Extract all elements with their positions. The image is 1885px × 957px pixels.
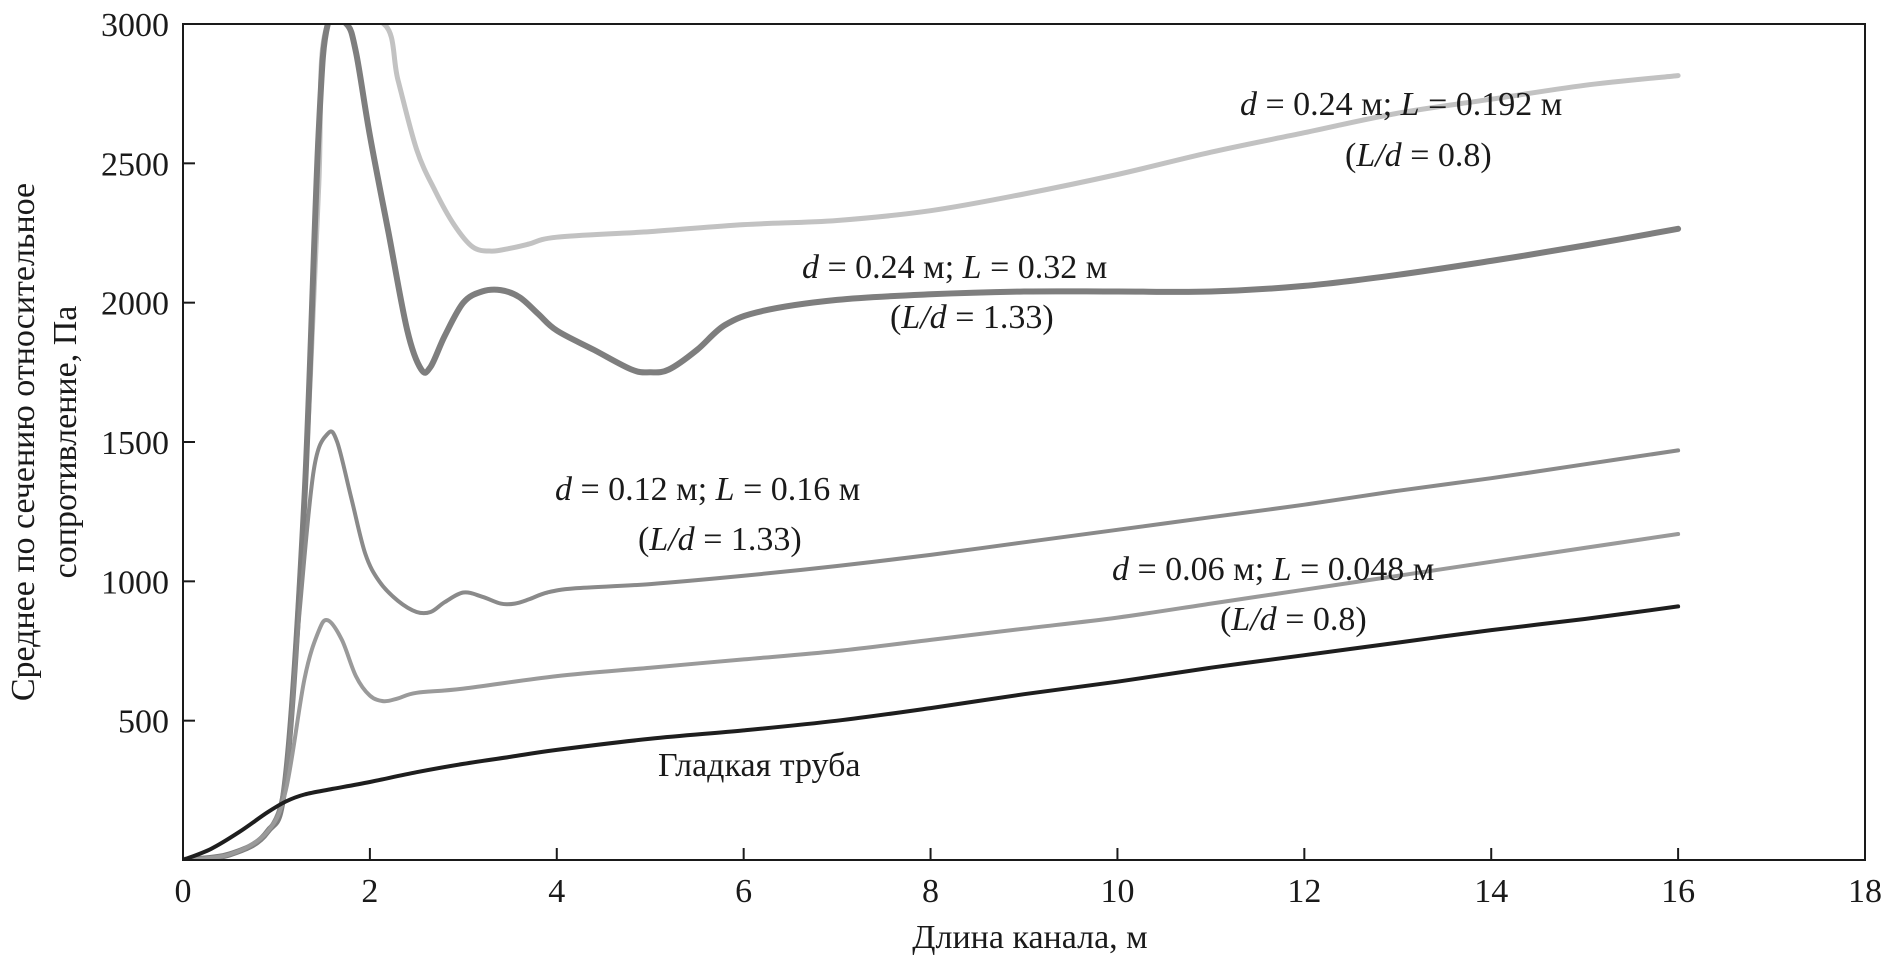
y-tick-label: 1500 xyxy=(101,425,169,462)
annotation-2-line1: d = 0.24 м; L = 0.32 м xyxy=(802,249,1107,286)
y-tick-label: 2500 xyxy=(101,146,169,183)
y-tick-label: 2000 xyxy=(101,286,169,323)
y-axis-title-line2: сопротивление, Па xyxy=(47,306,84,579)
ticks-layer xyxy=(183,162,1680,860)
series-line-4 xyxy=(183,532,1681,860)
annotation-2-line2: (L/d = 1.33) xyxy=(890,299,1054,336)
annotation-1-line2: (L/d = 0.8) xyxy=(1345,137,1492,174)
y-tick-label: 3000 xyxy=(101,7,169,44)
annotation-1-line1: d = 0.24 м; L = 0.192 м xyxy=(1240,86,1562,123)
series-layer xyxy=(183,24,1682,860)
series-line-5 xyxy=(183,604,1681,860)
x-tick-label: 16 xyxy=(1661,873,1695,910)
tick-labels-layer: 0 2 4 6 8 10 12 14 16 18 500 1000 1500 2000 2500 3000 xyxy=(101,7,1882,910)
x-tick-label: 12 xyxy=(1287,873,1321,910)
plot-frame xyxy=(182,23,1866,861)
y-axis-title-line1: Среднее по сечению относительное xyxy=(5,183,42,701)
annotation-4-line1: d = 0.06 м; L = 0.048 м xyxy=(1112,551,1434,588)
x-tick-label: 6 xyxy=(735,873,752,910)
x-tick-label: 0 xyxy=(175,873,192,910)
annotation-3-line1: d = 0.12 м; L = 0.16 м xyxy=(555,471,860,508)
x-tick-label: 18 xyxy=(1848,873,1882,910)
annotation-3-line2: (L/d = 1.33) xyxy=(638,521,802,558)
x-tick-label: 10 xyxy=(1100,873,1134,910)
x-tick-label: 2 xyxy=(361,873,378,910)
annotation-4-line2: (L/d = 0.8) xyxy=(1220,601,1367,638)
x-tick-label: 4 xyxy=(548,873,565,910)
x-tick-label: 8 xyxy=(922,873,939,910)
series-line-3 xyxy=(183,429,1681,860)
x-tick-label: 14 xyxy=(1474,873,1508,910)
x-axis-title: Длина канала, м xyxy=(912,919,1147,956)
y-tick-label: 500 xyxy=(118,704,169,741)
series-line-2 xyxy=(183,24,1682,860)
y-tick-label: 1000 xyxy=(101,564,169,601)
annotation-smooth-pipe: Гладкая труба xyxy=(658,747,860,784)
